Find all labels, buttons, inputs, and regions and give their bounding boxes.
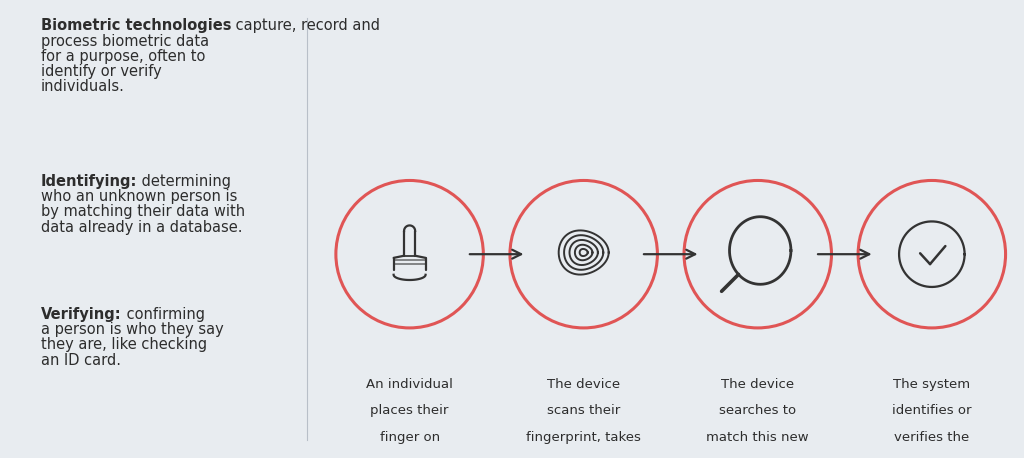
Text: they are, like checking: they are, like checking <box>41 337 207 352</box>
Text: individuals.: individuals. <box>41 79 125 94</box>
Text: a person is who they say: a person is who they say <box>41 322 223 337</box>
Text: The device: The device <box>721 378 795 391</box>
Text: an ID card.: an ID card. <box>41 353 121 367</box>
Text: process biometric data: process biometric data <box>41 33 209 49</box>
Text: scans their: scans their <box>547 404 621 417</box>
Text: determining: determining <box>137 174 231 189</box>
Text: verifies the: verifies the <box>894 431 970 444</box>
Text: confirming: confirming <box>122 307 205 322</box>
Text: places their: places their <box>371 404 449 417</box>
Text: An individual: An individual <box>367 378 453 391</box>
Text: identifies or: identifies or <box>892 404 972 417</box>
Text: The system: The system <box>893 378 971 391</box>
Text: searches to: searches to <box>719 404 797 417</box>
Text: by matching their data with: by matching their data with <box>41 204 245 219</box>
Text: identify or verify: identify or verify <box>41 64 162 79</box>
Text: Identifying:: Identifying: <box>41 174 137 189</box>
Text: data already in a database.: data already in a database. <box>41 220 243 234</box>
Text: for a purpose, often to: for a purpose, often to <box>41 49 206 64</box>
Text: finger on: finger on <box>380 431 439 444</box>
Text: Verifying:: Verifying: <box>41 307 122 322</box>
Text: match this new: match this new <box>707 431 809 444</box>
Text: Biometric technologies: Biometric technologies <box>41 18 231 33</box>
Text: who an unknown person is: who an unknown person is <box>41 189 238 204</box>
Text: The device: The device <box>547 378 621 391</box>
Text: fingerprint, takes: fingerprint, takes <box>526 431 641 444</box>
Text: capture, record and: capture, record and <box>231 18 381 33</box>
